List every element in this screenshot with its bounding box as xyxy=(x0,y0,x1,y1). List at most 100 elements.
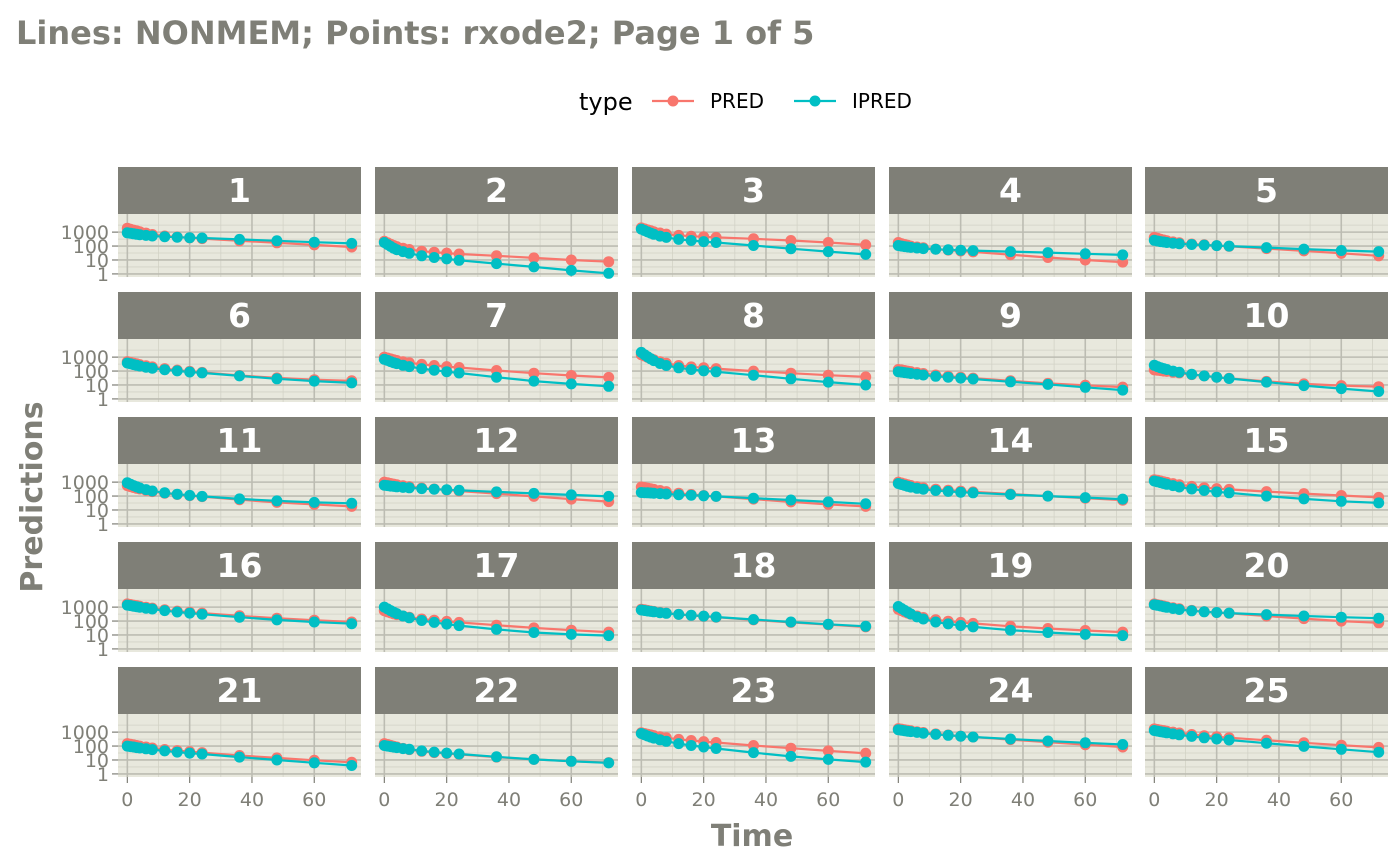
facet-strip-label: 10 xyxy=(1244,296,1290,335)
data-point-ipred xyxy=(171,746,183,758)
facet-strip xyxy=(1145,542,1388,589)
data-point-ipred xyxy=(1211,486,1223,498)
data-point-ipred xyxy=(271,495,283,507)
data-point-ipred xyxy=(710,366,722,378)
data-point-ipred xyxy=(441,484,453,496)
data-point-ipred xyxy=(917,613,929,625)
data-point-ipred xyxy=(1173,481,1185,493)
data-point-ipred xyxy=(822,753,834,765)
data-point-ipred xyxy=(146,362,158,374)
data-point-pred xyxy=(603,256,615,268)
data-point-ipred xyxy=(184,489,196,501)
data-point-ipred xyxy=(234,233,245,245)
data-point-ipred xyxy=(1298,493,1310,505)
data-point-ipred xyxy=(710,237,722,248)
data-point-ipred xyxy=(1198,370,1210,382)
data-point-ipred xyxy=(146,485,158,497)
legend-point-ipred xyxy=(809,95,821,107)
data-point-ipred xyxy=(698,490,710,502)
data-point-ipred xyxy=(1186,483,1198,495)
data-point-ipred xyxy=(1373,497,1385,509)
data-point-ipred xyxy=(1211,240,1223,252)
facet-panel-7: 7 xyxy=(375,292,618,402)
data-point-ipred xyxy=(660,607,672,619)
x-tick-label: 60 xyxy=(302,789,326,811)
y-tick-label: 100 xyxy=(73,736,109,758)
data-point-ipred xyxy=(967,373,979,385)
data-point-ipred xyxy=(1223,373,1235,384)
data-point-ipred xyxy=(184,366,196,378)
data-point-ipred xyxy=(453,748,465,760)
facet-panel-4: 4 xyxy=(889,167,1132,277)
data-point-ipred xyxy=(685,235,697,246)
data-point-ipred xyxy=(955,486,967,498)
data-point-ipred xyxy=(403,482,415,494)
data-point-ipred xyxy=(930,370,942,382)
data-point-ipred xyxy=(171,606,183,618)
data-point-ipred xyxy=(491,751,502,763)
y-tick-label: 1000 xyxy=(61,722,109,744)
data-point-ipred xyxy=(1298,740,1310,752)
data-point-ipred xyxy=(1373,612,1385,624)
data-point-ipred xyxy=(441,618,453,630)
facet-strip xyxy=(889,167,1132,214)
data-point-ipred xyxy=(942,729,954,741)
facet-panel-2: 2 xyxy=(375,167,618,279)
data-point-ipred xyxy=(1079,381,1091,393)
data-point-ipred xyxy=(1005,489,1016,500)
data-point-ipred xyxy=(416,745,428,757)
data-point-ipred xyxy=(403,247,415,259)
data-point-ipred xyxy=(685,609,697,621)
data-point-ipred xyxy=(428,483,440,495)
facet-strip xyxy=(118,167,361,214)
x-tick-label: 40 xyxy=(754,789,778,811)
y-tick-label: 100 xyxy=(73,361,109,383)
data-point-ipred xyxy=(967,621,979,633)
x-tick-label: 40 xyxy=(497,789,521,811)
data-point-ipred xyxy=(453,484,465,496)
y-tick-label: 10 xyxy=(85,750,109,772)
data-point-ipred xyxy=(528,261,540,273)
data-point-ipred xyxy=(346,618,358,630)
data-point-ipred xyxy=(1335,383,1347,395)
data-point-ipred xyxy=(673,489,685,501)
data-point-ipred xyxy=(159,745,171,757)
data-point-ipred xyxy=(822,618,834,630)
data-point-ipred xyxy=(453,620,465,632)
data-point-ipred xyxy=(1298,380,1310,392)
x-tick-label: 20 xyxy=(949,789,973,811)
facet-panel-17: 17 xyxy=(375,542,618,652)
data-point-ipred xyxy=(146,603,158,615)
data-point-ipred xyxy=(528,753,540,765)
data-point-pred xyxy=(528,252,540,264)
data-point-ipred xyxy=(603,267,615,279)
data-point-ipred xyxy=(271,614,283,626)
data-point-ipred xyxy=(748,747,759,759)
x-tick-label: 0 xyxy=(892,789,904,811)
x-tick-label: 60 xyxy=(1329,789,1353,811)
data-point-ipred xyxy=(1173,604,1185,615)
data-point-ipred xyxy=(453,254,465,266)
data-point-ipred xyxy=(184,747,196,759)
data-point-pred xyxy=(785,235,797,246)
data-point-ipred xyxy=(565,378,577,390)
data-point-ipred xyxy=(1042,735,1054,747)
data-point-ipred xyxy=(346,760,358,771)
data-point-ipred xyxy=(698,610,710,622)
data-point-ipred xyxy=(271,373,283,385)
data-point-ipred xyxy=(822,246,834,258)
data-point-ipred xyxy=(955,620,967,631)
facet-strip xyxy=(889,667,1132,714)
data-point-ipred xyxy=(565,264,577,276)
legend-label-pred: PRED xyxy=(710,89,764,113)
data-point-ipred xyxy=(748,492,759,504)
data-point-pred xyxy=(822,745,834,757)
facet-strip xyxy=(632,542,875,589)
data-point-ipred xyxy=(942,371,954,383)
data-point-ipred xyxy=(1211,371,1223,383)
x-tick-label: 0 xyxy=(121,789,133,811)
data-point-ipred xyxy=(271,235,283,247)
data-point-pred xyxy=(565,254,577,266)
data-point-ipred xyxy=(860,498,872,510)
data-point-ipred xyxy=(308,236,320,248)
